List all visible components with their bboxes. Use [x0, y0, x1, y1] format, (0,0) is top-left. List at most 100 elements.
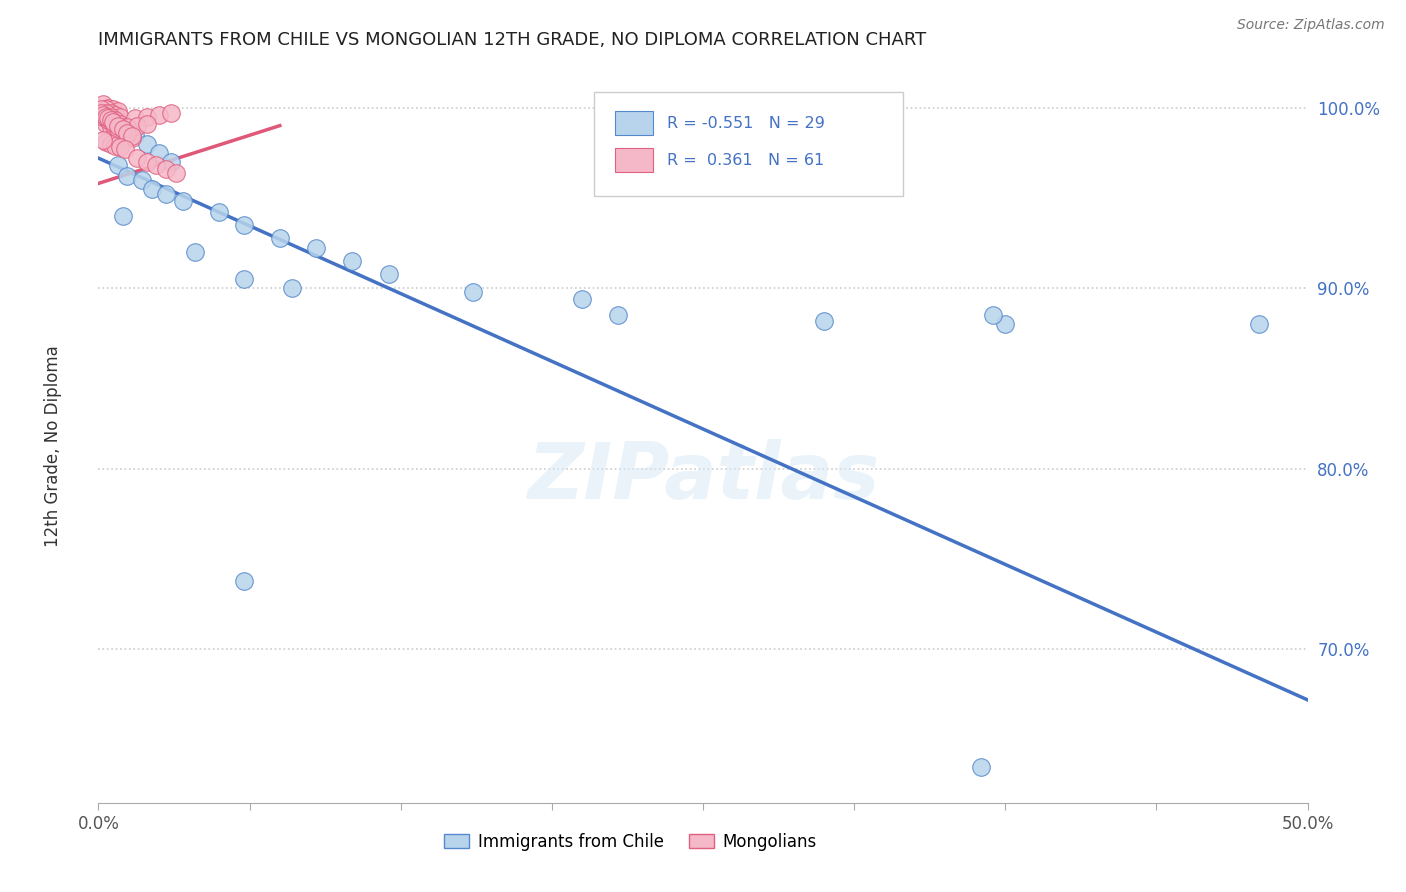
Point: [108, 110, 131, 124]
Point: [124, 128, 146, 142]
Point: [970, 760, 993, 774]
Point: [281, 281, 304, 295]
Point: [305, 242, 328, 256]
Point: [118, 124, 141, 138]
Point: [184, 245, 207, 260]
Point: [91, 133, 114, 147]
Point: [100, 106, 122, 120]
Point: [114, 120, 136, 135]
Point: [114, 142, 136, 156]
Point: [148, 145, 170, 160]
Point: [172, 194, 194, 209]
Point: [91, 108, 114, 122]
Point: [94, 103, 117, 117]
Point: [114, 131, 136, 145]
Point: [117, 120, 139, 135]
Point: [97, 112, 120, 126]
Text: ZIPatlas: ZIPatlas: [527, 439, 879, 515]
Point: [121, 129, 143, 144]
Point: [160, 154, 183, 169]
Point: [108, 128, 131, 142]
Point: [91, 110, 114, 124]
Point: [117, 128, 139, 142]
Point: [100, 110, 122, 124]
Point: [104, 124, 127, 138]
Point: [127, 119, 149, 133]
Point: [981, 308, 1004, 322]
Point: [232, 272, 254, 286]
Text: Source: ZipAtlas.com: Source: ZipAtlas.com: [1237, 18, 1385, 32]
Point: [107, 122, 129, 136]
Point: [108, 140, 131, 154]
Point: [155, 187, 177, 202]
Point: [155, 161, 177, 176]
Point: [94, 135, 117, 149]
Point: [107, 158, 129, 172]
Text: R = -0.551   N = 29: R = -0.551 N = 29: [666, 116, 824, 130]
Point: [463, 285, 485, 299]
FancyBboxPatch shape: [595, 92, 903, 195]
Point: [91, 97, 114, 112]
Point: [571, 292, 593, 306]
Point: [124, 112, 146, 126]
Point: [94, 110, 117, 124]
Point: [107, 120, 129, 135]
Point: [607, 308, 630, 322]
Point: [121, 131, 143, 145]
Point: [100, 136, 122, 151]
Point: [131, 173, 153, 187]
Point: [135, 117, 157, 131]
Point: [165, 165, 187, 179]
Point: [135, 110, 157, 124]
Text: R =  0.361   N = 61: R = 0.361 N = 61: [666, 153, 824, 168]
Point: [342, 254, 364, 268]
Point: [145, 158, 167, 172]
Point: [111, 124, 134, 138]
Point: [1249, 318, 1271, 332]
Point: [208, 205, 231, 219]
Point: [94, 106, 117, 120]
FancyBboxPatch shape: [614, 148, 654, 172]
Text: IMMIGRANTS FROM CHILE VS MONGOLIAN 12TH GRADE, NO DIPLOMA CORRELATION CHART: IMMIGRANTS FROM CHILE VS MONGOLIAN 12TH …: [98, 31, 927, 49]
Point: [148, 108, 170, 122]
Point: [97, 113, 120, 128]
Point: [111, 122, 134, 136]
Point: [813, 313, 835, 327]
Point: [107, 119, 129, 133]
Point: [117, 126, 139, 140]
Point: [101, 117, 124, 131]
Point: [107, 120, 129, 135]
Point: [100, 120, 122, 135]
Point: [127, 151, 149, 165]
Legend: Immigrants from Chile, Mongolians: Immigrants from Chile, Mongolians: [437, 826, 823, 857]
Point: [97, 113, 120, 128]
Point: [160, 106, 183, 120]
FancyBboxPatch shape: [614, 112, 654, 135]
Point: [117, 169, 139, 184]
Point: [111, 209, 134, 223]
Point: [91, 110, 114, 124]
Point: [100, 113, 122, 128]
Point: [269, 230, 291, 244]
Point: [108, 117, 131, 131]
Point: [107, 104, 129, 119]
Point: [104, 138, 127, 153]
Point: [135, 154, 157, 169]
Point: [94, 117, 117, 131]
Point: [232, 218, 254, 232]
Point: [994, 318, 1017, 332]
Point: [90, 103, 112, 117]
Point: [104, 108, 127, 122]
Point: [111, 122, 134, 136]
Point: [101, 115, 124, 129]
Text: 12th Grade, No Diploma: 12th Grade, No Diploma: [45, 345, 62, 547]
Point: [97, 101, 120, 115]
Point: [101, 103, 124, 117]
Point: [90, 106, 112, 120]
Point: [104, 113, 127, 128]
Point: [377, 267, 399, 281]
Point: [101, 117, 124, 131]
Point: [111, 124, 134, 138]
Point: [141, 182, 163, 196]
Point: [135, 136, 157, 151]
